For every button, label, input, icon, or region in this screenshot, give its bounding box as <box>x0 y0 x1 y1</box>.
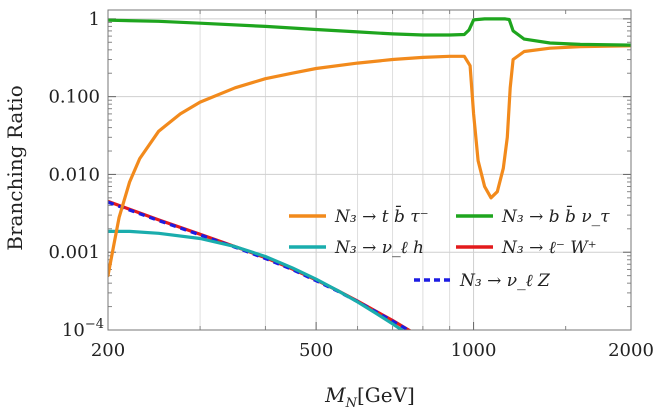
grid-lines <box>107 10 632 331</box>
legend: N₃ → t b̄ τ⁻ N₃ → b b̄ ν_τ N₃ → ν_ℓ h N₃ → … <box>289 204 610 291</box>
plot-frame <box>107 9 632 331</box>
x-axis-label-unit: [GeV] <box>357 383 415 407</box>
y-tick-labels: 1 0.100 0.010 0.001 10−4 <box>48 9 104 341</box>
x-tick-label: 200 <box>91 340 125 361</box>
y-axis-label: Branching Ratio <box>3 85 27 251</box>
legend-label-2: N₃ → ν_ℓ h <box>334 238 424 258</box>
y-tick-label: 0.100 <box>48 87 100 108</box>
x-axis-label: MN[GeV] <box>324 383 415 411</box>
y-tick-label: 0.001 <box>48 242 100 263</box>
x-axis-label-sub: N <box>345 396 358 411</box>
plot-area <box>108 17 631 330</box>
y-tick-label: 10−4 <box>62 317 104 341</box>
x-tick-label: 2000 <box>608 340 654 361</box>
x-tick-label: 1000 <box>451 340 497 361</box>
legend-label-3: N₃ → ℓ⁻ W⁺ <box>501 238 597 258</box>
x-axis-label-main: M <box>324 383 346 407</box>
y-tick-label: 0.010 <box>48 164 100 185</box>
x-tick-labels: 200 500 1000 2000 <box>91 340 654 361</box>
series-line-0 <box>108 44 631 278</box>
legend-label-4: N₃ → ν_ℓ Z <box>459 271 551 291</box>
y-tick-label: 1 <box>89 9 100 30</box>
legend-label-0: N₃ → t b̄ τ⁻ <box>334 204 429 227</box>
minor-ticks <box>107 10 632 331</box>
x-tick-label: 500 <box>299 340 333 361</box>
legend-label-1: N₃ → b b̄ ν_τ <box>501 204 610 227</box>
series-line-1 <box>108 17 631 47</box>
series-line-2 <box>108 229 405 330</box>
